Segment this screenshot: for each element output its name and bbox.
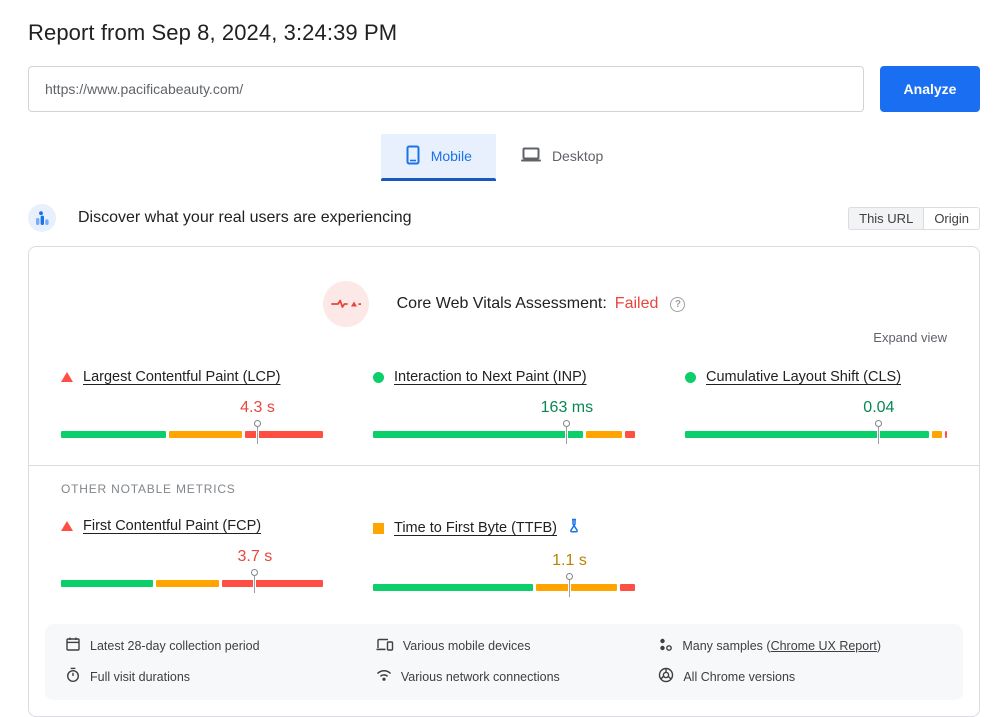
footer-text: Various network connections: [400, 669, 560, 684]
laptop-icon: [520, 146, 542, 166]
footer-item: Various mobile devices: [376, 636, 646, 655]
footer-text: All Chrome versions: [683, 669, 796, 684]
scope-option-origin[interactable]: Origin: [924, 206, 980, 230]
footer-item: All Chrome versions: [658, 667, 943, 686]
p75-marker: [565, 573, 574, 597]
url-input[interactable]: [28, 66, 864, 112]
core-metrics-row: Largest Contentful Paint (LCP) 4.3 s Inter…: [29, 347, 979, 445]
assessment-label: Core Web Vitals Assessment:: [396, 295, 607, 312]
tab-label: Mobile: [430, 148, 472, 164]
metric-value: 4.3 s: [240, 399, 275, 416]
url-bar: Analyze: [28, 66, 980, 112]
assessment-result: Failed: [614, 295, 659, 312]
analyze-button[interactable]: Analyze: [880, 66, 980, 112]
metric-value: 3.7 s: [237, 548, 273, 565]
metric-link[interactable]: Cumulative Layout Shift (CLS): [706, 369, 902, 385]
metric-link[interactable]: Interaction to Next Paint (INP): [394, 369, 587, 385]
status-triangle-icon: [61, 521, 73, 531]
metric-block: Interaction to Next Paint (INP) 163 ms: [373, 369, 635, 445]
status-triangle-icon: [61, 372, 73, 382]
metric-block: First Contentful Paint (FCP) 3.7 s: [61, 518, 323, 598]
core-web-vitals-card: Core Web Vitals Assessment: Failed ? Exp…: [28, 246, 980, 717]
p75-marker: [874, 420, 883, 444]
footer-text: Various mobile devices: [402, 638, 531, 653]
device-tabs: Mobile Desktop: [28, 134, 980, 181]
other-metrics-label: OTHER NOTABLE METRICS: [61, 482, 236, 496]
metric-link[interactable]: Time to First Byte (TTFB): [394, 520, 557, 536]
footer-item: Latest 28-day collection period: [65, 636, 364, 655]
distribution-bar: [373, 431, 635, 438]
p75-marker: [562, 420, 571, 444]
assessment-text: Core Web Vitals Assessment: Failed ?: [397, 295, 686, 313]
assessment-header: Core Web Vitals Assessment: Failed ?: [29, 281, 979, 327]
footer-item: Full visit durations: [65, 667, 364, 686]
chrome-ux-report-link[interactable]: Chrome UX Report: [770, 638, 877, 653]
scope-option-this-url[interactable]: This URL: [848, 206, 925, 230]
stopwatch-icon: [65, 667, 81, 686]
chrome-icon: [658, 667, 674, 686]
distribution-bar: [61, 580, 323, 587]
status-circle-icon: [373, 371, 384, 383]
collection-info-footer: Latest 28-day collection period Various m…: [45, 624, 963, 700]
footer-text: Full visit durations: [90, 669, 191, 684]
help-icon[interactable]: ?: [670, 296, 686, 312]
distribution-bar: [61, 431, 323, 438]
footer-text: Many samples (Chrome UX Report): [682, 638, 882, 653]
metric-block: Cumulative Layout Shift (CLS) 0.04: [685, 369, 947, 445]
metric-value: 163 ms: [540, 399, 594, 416]
other-metrics-row: First Contentful Paint (FCP) 3.7 s Time to…: [29, 496, 979, 598]
devices-icon: [376, 637, 394, 655]
tab-desktop[interactable]: Desktop: [496, 134, 627, 178]
footer-item: Many samples (Chrome UX Report): [658, 636, 943, 655]
tab-mobile[interactable]: Mobile: [380, 134, 497, 181]
scope-toggle: This URL Origin: [848, 206, 980, 230]
distribution-bar: [373, 584, 635, 591]
field-data-heading: Discover what your real users are experi…: [78, 209, 412, 226]
footer-text: Latest 28-day collection period: [90, 638, 260, 653]
page-title: Report from Sep 8, 2024, 3:24:39 PM: [28, 20, 398, 45]
p75-marker: [253, 420, 262, 444]
metric-block: Largest Contentful Paint (LCP) 4.3 s: [61, 369, 323, 445]
footer-item: Various network connections: [376, 667, 646, 686]
status-square-icon: [373, 522, 384, 534]
metric-block: Time to First Byte (TTFB) 1.1 s: [373, 518, 635, 598]
real-users-icon: [28, 204, 56, 232]
distribution-bar: [685, 431, 947, 438]
expand-view-link[interactable]: Expand view: [873, 330, 947, 345]
p75-marker: [250, 569, 259, 593]
metric-link[interactable]: Largest Contentful Paint (LCP): [83, 369, 281, 385]
mobile-phone-icon: [405, 145, 421, 168]
field-data-header: Discover what your real users are experi…: [28, 204, 980, 232]
experiment-flask-icon[interactable]: [569, 518, 582, 538]
network-icon: [376, 668, 392, 685]
pulse-icon: [322, 281, 369, 327]
metric-value: 1.1 s: [552, 552, 587, 569]
metric-value: 0.04: [863, 399, 895, 416]
metrics-divider: [29, 465, 979, 466]
calendar-icon: [65, 636, 81, 655]
metric-link[interactable]: First Contentful Paint (FCP): [83, 518, 262, 534]
status-circle-icon: [685, 371, 696, 383]
tab-label: Desktop: [551, 148, 604, 164]
samples-icon: [658, 637, 673, 655]
